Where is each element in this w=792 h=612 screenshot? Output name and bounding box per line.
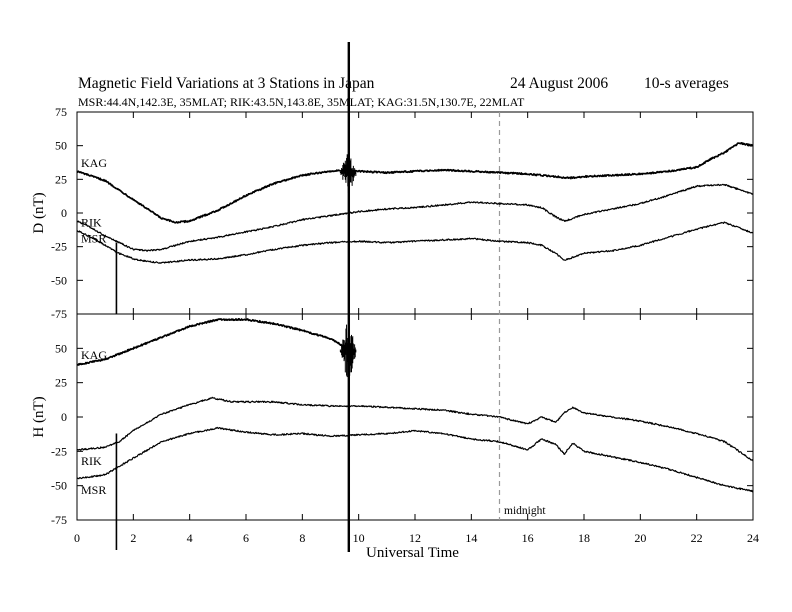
x-tick-label: 24 — [747, 531, 759, 545]
y-tick-label: -75 — [51, 513, 67, 527]
x-tick-label: 22 — [691, 531, 703, 545]
x-tick-label: 0 — [74, 531, 80, 545]
trace-msr-d — [76, 221, 754, 264]
y-tick-label: 50 — [55, 341, 67, 355]
y-tick-label: -50 — [51, 273, 67, 287]
y-tick-label: 75 — [55, 105, 67, 119]
y-tick-label: -25 — [51, 444, 67, 458]
series-label-kag: KAG — [81, 156, 107, 170]
series-label-rik: RIK — [81, 215, 102, 229]
trace-msr-h — [76, 426, 754, 493]
y-tick-label: 0 — [61, 206, 67, 220]
y-tick-label: 25 — [55, 376, 67, 390]
top-panel-ylabel: D (nT) — [31, 192, 47, 233]
trace-rik-h — [76, 396, 754, 462]
bottom-panel-ylabel: H (nT) — [31, 396, 47, 437]
x-tick-label: 16 — [522, 531, 534, 545]
y-tick-label: -50 — [51, 479, 67, 493]
x-tick-label: 4 — [187, 531, 193, 545]
series-label-msr: MSR — [81, 483, 106, 497]
x-axis-label: Universal Time — [366, 545, 459, 561]
y-tick-label: -75 — [51, 307, 67, 321]
chart-date: 24 August 2006 — [510, 75, 608, 92]
x-tick-label: 20 — [634, 531, 646, 545]
trace-rik-d — [76, 183, 754, 252]
y-tick-label: 0 — [61, 410, 67, 424]
trace-kag-d — [76, 142, 754, 224]
y-tick-label: -25 — [51, 240, 67, 254]
y-tick-label: 25 — [55, 172, 67, 186]
bottom-panel-frame — [76, 313, 754, 521]
x-tick-label: 8 — [299, 531, 305, 545]
chart-averaging: 10-s averages — [644, 75, 729, 92]
midnight-label: midnight — [504, 505, 546, 517]
x-tick-label: 12 — [409, 531, 421, 545]
y-tick-label: 50 — [55, 139, 67, 153]
x-tick-label: 6 — [243, 531, 249, 545]
chart-subtitle: MSR:44.4N,142.3E, 35MLAT; RIK:43.5N,143.… — [78, 95, 525, 109]
x-tick-label: 2 — [130, 531, 136, 545]
x-tick-label: 14 — [465, 531, 477, 545]
series-label-msr: MSR — [81, 232, 106, 246]
trace-kag-h — [76, 317, 349, 366]
top-panel-frame — [76, 111, 754, 315]
series-label-kag: KAG — [81, 348, 107, 362]
chart-title: Magnetic Field Variations at 3 Stations … — [78, 75, 375, 92]
x-tick-label: 18 — [578, 531, 590, 545]
x-tick-label: 10 — [353, 531, 365, 545]
series-label-rik: RIK — [81, 454, 102, 468]
